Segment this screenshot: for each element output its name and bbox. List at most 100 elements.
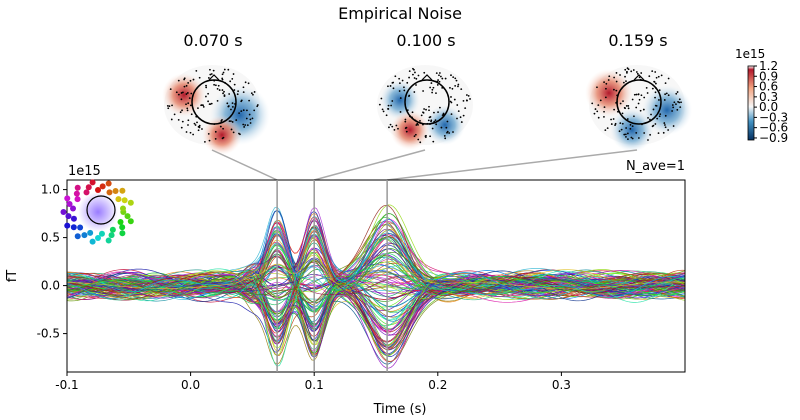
- sensor-point: [460, 121, 463, 123]
- sensor-point: [613, 108, 616, 111]
- y-axis-label: fT: [5, 270, 20, 283]
- sensor-trace: [67, 235, 685, 298]
- sensor-point: [201, 128, 203, 130]
- sensor-point: [397, 127, 399, 130]
- sensor-point: [233, 89, 236, 91]
- sensor-dot: [70, 224, 77, 231]
- sensor-dot: [60, 209, 67, 215]
- sensor-point: [627, 68, 630, 71]
- sensor-point: [230, 108, 232, 111]
- sensor-dot: [85, 184, 92, 191]
- sensor-point: [169, 88, 172, 91]
- sensor-dot: [127, 218, 134, 225]
- sensor-point: [615, 80, 618, 83]
- sensor-point: [633, 93, 636, 96]
- sensor-dot: [119, 205, 126, 212]
- sensor-point: [459, 116, 462, 119]
- sensor-point: [676, 91, 679, 93]
- sensor-point: [240, 110, 243, 113]
- sensor-point: [236, 93, 239, 96]
- sensor-point: [222, 71, 225, 74]
- sensor-point: [428, 109, 430, 112]
- sensor-point: [173, 113, 176, 116]
- sensor-point: [190, 92, 193, 95]
- sensor-point: [422, 111, 424, 114]
- sensor-point: [177, 79, 180, 82]
- sensor-point: [192, 78, 195, 81]
- sensor-point: [457, 85, 459, 88]
- sensor-point: [408, 76, 410, 79]
- sensor-point: [622, 100, 624, 103]
- sensor-point: [411, 111, 414, 114]
- sensor-trace: [67, 245, 685, 311]
- sensor-dot: [119, 230, 126, 237]
- sensor-point: [429, 135, 432, 138]
- sensor-point: [248, 113, 251, 116]
- sensor-point: [413, 77, 416, 79]
- sensor-dot: [109, 226, 116, 233]
- sensor-point: [456, 117, 458, 120]
- sensor-point: [230, 128, 233, 131]
- sensor-point: [643, 96, 646, 99]
- sensor-point: [231, 121, 234, 123]
- sensor-point: [390, 104, 393, 107]
- sensor-point: [428, 105, 430, 108]
- sensor-point: [454, 77, 457, 80]
- sensor-point: [430, 82, 433, 84]
- sensor-point: [213, 83, 216, 86]
- sensor-point: [653, 80, 656, 83]
- sensor-point: [654, 123, 657, 125]
- sensor-point: [380, 97, 383, 100]
- sensor-point: [405, 130, 408, 133]
- sensor-point: [188, 97, 191, 100]
- sensor-point: [189, 104, 192, 107]
- nave-annotation: N_ave=1: [626, 159, 685, 174]
- sensor-point: [606, 127, 609, 130]
- sensor-point: [639, 109, 642, 112]
- sensor-point: [664, 124, 666, 126]
- sensor-dot: [89, 179, 96, 186]
- sensor-point: [389, 123, 392, 126]
- sensor-point: [619, 74, 621, 76]
- sensor-point: [423, 108, 425, 110]
- sensor-point: [626, 118, 629, 120]
- sensor-point: [450, 74, 452, 77]
- sensor-point: [433, 111, 435, 114]
- sensor-dot: [70, 205, 77, 212]
- topomap-field: [202, 115, 242, 155]
- sensor-dot: [95, 187, 101, 193]
- sensor-point: [637, 137, 640, 139]
- sensor-point: [649, 133, 652, 136]
- sensor-point: [607, 79, 610, 81]
- sensor-point: [223, 90, 225, 93]
- sensor-point: [387, 104, 390, 107]
- sensor-point: [231, 102, 234, 104]
- sensor-point: [597, 116, 600, 119]
- sensor-point: [198, 124, 201, 127]
- sensor-dot: [73, 190, 80, 197]
- sensor-point: [464, 107, 467, 110]
- sensor-trace: [67, 272, 685, 358]
- connector-line: [211, 149, 278, 181]
- sensor-point: [214, 130, 217, 133]
- sensor-dot: [64, 195, 71, 202]
- sensor-point: [635, 71, 638, 73]
- sensor-point: [425, 108, 427, 111]
- sensor-point: [251, 117, 254, 120]
- sensor-point: [629, 127, 632, 130]
- sensor-point: [208, 139, 211, 142]
- sensor-point: [621, 122, 624, 125]
- sensor-dot: [83, 189, 90, 196]
- sensor-point: [227, 105, 230, 107]
- sensor-point: [679, 106, 682, 108]
- sensor-point: [451, 87, 454, 90]
- x-tick-label: 0.2: [428, 378, 447, 392]
- sensor-point: [454, 84, 457, 87]
- sensor-point: [678, 98, 681, 101]
- sensor-point: [637, 93, 640, 96]
- sensor-point: [422, 90, 425, 92]
- sensor-point: [387, 85, 389, 88]
- sensor-point: [443, 135, 446, 137]
- sensor-point: [593, 112, 596, 115]
- head-outline: [616, 79, 662, 125]
